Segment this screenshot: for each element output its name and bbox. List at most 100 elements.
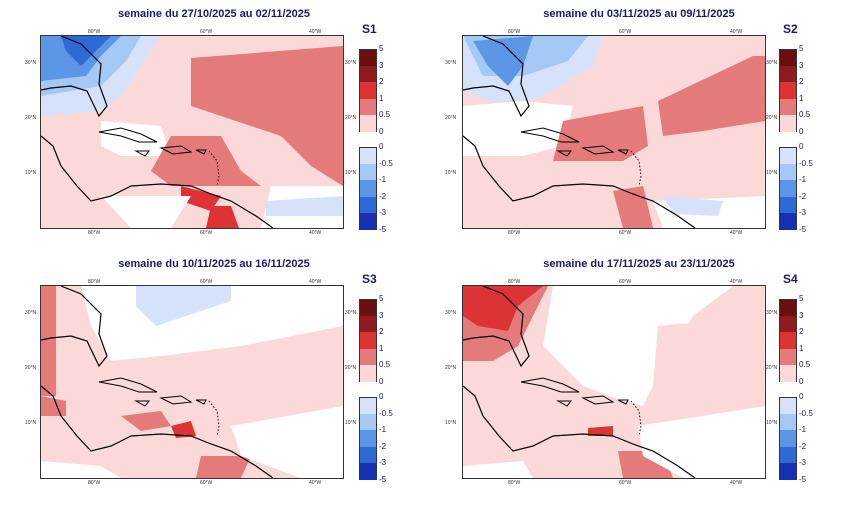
- map-field: [463, 36, 765, 228]
- lat-tick: 30°N: [25, 60, 37, 66]
- lon-tick: 60°W: [619, 230, 632, 236]
- colorbar-segment: [779, 196, 797, 213]
- colorbar-label: -0.5: [799, 408, 813, 418]
- lat-tick: 10°N: [445, 170, 457, 176]
- lat-tick: 10°N: [25, 420, 37, 426]
- colorbar-label: -1: [379, 425, 387, 434]
- coastlines: [41, 36, 274, 228]
- colorbar-label: 5: [379, 294, 384, 303]
- colorbar-label: -1: [799, 425, 807, 434]
- colorbar-label: -2: [799, 191, 807, 201]
- panel-s1: semaine du 27/10/2025 au 02/11/2025 S1 8…: [0, 0, 428, 254]
- panel-s4: semaine du 17/11/2025 au 23/11/2025 S4 8…: [428, 250, 856, 504]
- colorbar-label: -0.5: [379, 158, 393, 168]
- colorbar-negative: 0 -0.5 -1 -2 -3 -5: [779, 143, 813, 233]
- colorbar-label: 0: [379, 392, 384, 401]
- colorbar-label: -2: [799, 441, 807, 451]
- map-field: [41, 36, 343, 228]
- lon-tick: 80°W: [88, 29, 101, 35]
- lat-tick: 30°N: [766, 60, 778, 66]
- colorbar-segment: [779, 315, 797, 332]
- colorbar-label: 0: [799, 376, 804, 386]
- colorbar-label: -1: [379, 175, 387, 184]
- colorbar-positive: 5 3 2 1 0.5 0: [779, 45, 810, 135]
- lat-tick: 20°N: [345, 115, 357, 121]
- colorbar-segment: [359, 65, 377, 82]
- colorbar-label: 0: [799, 126, 804, 136]
- colorbar-label: 3: [799, 60, 804, 70]
- anomaly-map: [40, 285, 344, 479]
- colorbar-segment: [779, 413, 797, 430]
- lat-tick: 10°N: [445, 420, 457, 426]
- colorbar-segment: [359, 413, 377, 430]
- panel-s2: semaine du 03/11/2025 au 09/11/2025 S2 8…: [428, 0, 856, 254]
- lat-tick: 30°N: [345, 310, 357, 316]
- colorbar-segment: [359, 315, 377, 332]
- colorbar-label: -2: [379, 191, 387, 201]
- lat-tick: 20°N: [25, 365, 37, 371]
- lon-tick: 80°W: [88, 480, 101, 486]
- lon-tick: 60°W: [619, 279, 632, 285]
- lat-tick: 20°N: [766, 365, 778, 371]
- colorbar-segment: [779, 213, 797, 230]
- panel-id: S4: [783, 272, 798, 286]
- colorbar-segment: [779, 147, 797, 164]
- colorbar-segment: [359, 397, 377, 414]
- lat-tick: 30°N: [25, 310, 37, 316]
- lat-tick: 20°N: [25, 115, 37, 121]
- lon-tick: 80°W: [508, 29, 521, 35]
- lon-tick: 80°W: [508, 480, 521, 486]
- lon-tick: 40°W: [730, 480, 743, 486]
- colorbar-label: 5: [379, 44, 384, 53]
- colorbar-segment: [359, 49, 377, 66]
- colorbar-segment: [359, 348, 377, 365]
- colorbar-segment: [779, 98, 797, 115]
- lat-tick: 30°N: [445, 60, 457, 66]
- colorbar-label: 1: [799, 93, 804, 103]
- panel-title: semaine du 27/10/2025 au 02/11/2025: [117, 8, 311, 20]
- colorbar-segment: [779, 348, 797, 365]
- lon-tick: 60°W: [200, 29, 213, 35]
- colorbar-segment: [779, 49, 797, 66]
- colorbar-segment: [779, 430, 797, 447]
- colorbar-label: 0.5: [379, 360, 391, 369]
- colorbar-label: 2: [799, 327, 804, 336]
- lon-tick: 40°W: [309, 230, 322, 236]
- coastlines: [41, 286, 274, 478]
- lon-tick: 60°W: [200, 279, 213, 285]
- lat-tick: 10°N: [345, 170, 357, 176]
- colorbar-positive: 5 3 2 1 0.5 0: [779, 295, 810, 385]
- colorbar-negative: 0 -0.5 -1 -2 -3 -5: [779, 393, 813, 483]
- colorbar-label: 0: [379, 142, 384, 151]
- colorbar-segment: [359, 446, 377, 463]
- coastlines: [463, 286, 696, 478]
- colorbar-label: 3: [379, 60, 384, 70]
- colorbar-label: 1: [799, 343, 804, 353]
- lat-tick: 20°N: [445, 365, 457, 371]
- map-field: [463, 286, 765, 478]
- panel-id: S2: [783, 22, 798, 36]
- lat-tick: 30°N: [445, 310, 457, 316]
- colorbar-segment: [779, 332, 797, 349]
- colorbar-segment: [359, 463, 377, 480]
- colorbar-segment: [779, 299, 797, 316]
- colorbar-label: 1: [379, 93, 384, 103]
- colorbar-segment: [779, 446, 797, 463]
- lon-tick: 40°W: [309, 480, 322, 486]
- colorbar-segment: [359, 163, 377, 180]
- colorbar-positive: 5 3 2 1 0.5 0: [359, 295, 390, 385]
- lat-tick: 10°N: [345, 420, 357, 426]
- colorbar-segment: [779, 365, 797, 382]
- colorbar-label: 0: [379, 376, 384, 386]
- lon-tick: 80°W: [508, 230, 521, 236]
- lon-tick: 80°W: [88, 230, 101, 236]
- colorbar-label: 5: [799, 294, 804, 303]
- colorbar-label: -5: [379, 224, 387, 234]
- colorbar-label: 2: [379, 327, 384, 336]
- colorbar-segment: [359, 180, 377, 197]
- map-field: [41, 286, 343, 478]
- colorbar-segment: [779, 115, 797, 132]
- colorbar-label: 0: [799, 392, 804, 401]
- lon-tick: 40°W: [309, 29, 322, 35]
- colorbar-segment: [359, 365, 377, 382]
